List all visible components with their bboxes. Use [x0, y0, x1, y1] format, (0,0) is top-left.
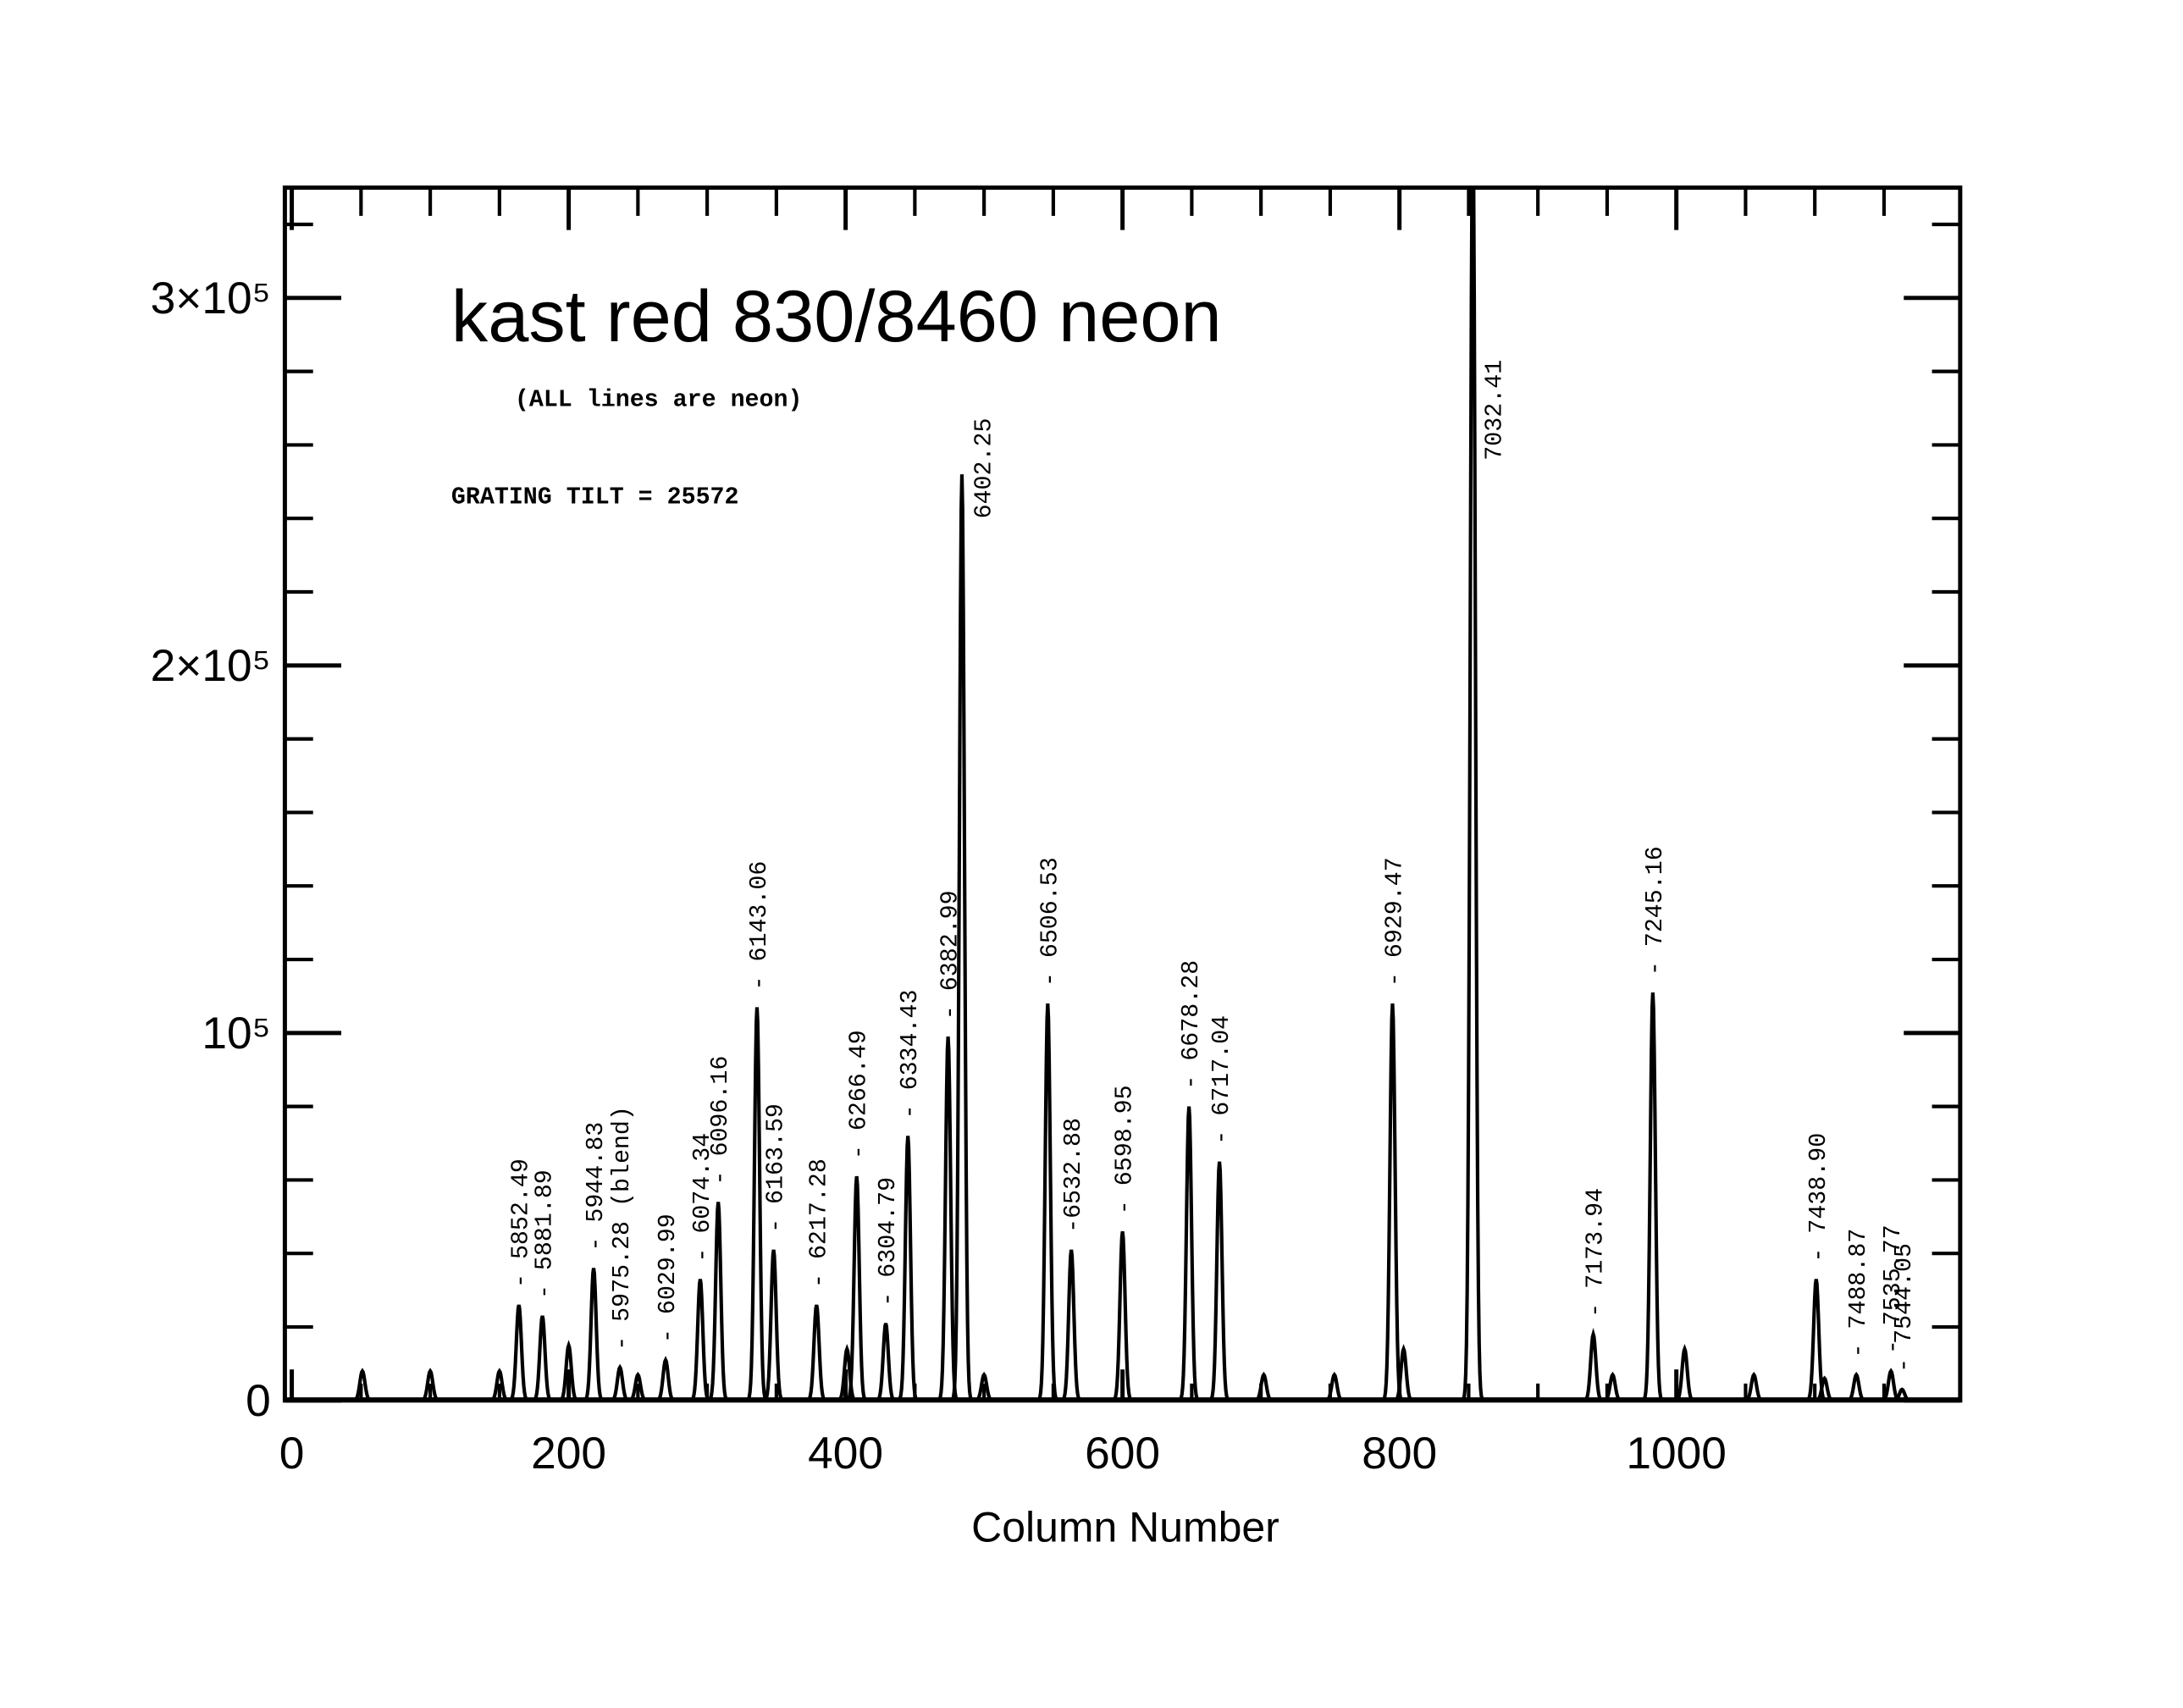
peak	[1460, 187, 1486, 1401]
peak-label: - 6266.49	[845, 1030, 873, 1159]
peak	[1251, 1371, 1277, 1401]
peak-label: - 7544.05	[1890, 1243, 1918, 1373]
peak-label: - 6029.99	[654, 1213, 682, 1343]
peak-label: - 5975.28 (blend)	[608, 1106, 636, 1351]
peak-label: -6532.88	[1059, 1118, 1087, 1233]
x-tick-label: 800	[1362, 1429, 1437, 1479]
peak-label: - 5852.49	[507, 1158, 535, 1288]
peak	[417, 1368, 444, 1401]
peak-label: - 6678.28	[1177, 960, 1205, 1090]
peak	[948, 474, 975, 1401]
peak-label: - 7438.90	[1804, 1133, 1832, 1263]
x-tick-label: 1000	[1626, 1429, 1727, 1479]
peak	[625, 1371, 651, 1401]
y-tick-label: 0	[246, 1376, 271, 1426]
peak-label: - 7535.77	[1879, 1224, 1907, 1354]
peak	[687, 1279, 713, 1401]
peak	[1843, 1371, 1870, 1401]
peak	[935, 1036, 961, 1401]
peak	[804, 1304, 830, 1401]
peak	[506, 1304, 532, 1401]
peak	[1379, 1003, 1406, 1401]
x-axis-label: Column Number	[971, 1503, 1279, 1550]
peak	[653, 1356, 679, 1401]
peak-label: - 6163.59	[762, 1103, 790, 1233]
peak	[1672, 1343, 1698, 1401]
peak-label: - 6074.34	[688, 1133, 716, 1263]
peak-label: - 6382.99	[937, 890, 964, 1020]
x-tick-label: 400	[808, 1429, 883, 1479]
peak	[1803, 1279, 1829, 1401]
peak-label: - 7245.16	[1641, 846, 1669, 976]
peak-label: - 7488.87	[1844, 1229, 1872, 1358]
peak	[1639, 992, 1666, 1401]
spectrum	[285, 187, 1960, 1401]
peak	[1600, 1371, 1626, 1401]
y-tick-label: 3×10⁵	[151, 274, 271, 323]
x-tick-label: 200	[531, 1429, 606, 1479]
peak	[349, 1368, 375, 1401]
chart-title: kast red 830/8460 neon	[451, 276, 1222, 357]
peak-label: - 5881.89	[531, 1169, 559, 1299]
peak	[760, 1249, 787, 1401]
x-tick-label: 0	[279, 1429, 305, 1479]
peak-label: 7032.41	[1481, 360, 1509, 461]
peak-label: - 6929.47	[1380, 857, 1408, 987]
peak	[1741, 1371, 1767, 1401]
peak-label: - 6598.95	[1111, 1085, 1139, 1214]
peak-label: - 5944.83	[582, 1122, 610, 1252]
peak	[1176, 1106, 1202, 1401]
peak	[1889, 1387, 1915, 1401]
peak	[1207, 1161, 1233, 1401]
y-tick-label: 10⁵	[202, 1009, 270, 1059]
x-tick-label: 600	[1085, 1429, 1160, 1479]
peak-label: - 6506.53	[1036, 857, 1064, 987]
peak-label: - 6096.16	[706, 1056, 734, 1186]
peak-label: - 6217.28	[804, 1158, 832, 1288]
y-tick-label: 2×10⁵	[151, 641, 271, 691]
peak	[971, 1371, 998, 1401]
peak	[873, 1323, 899, 1401]
peak-label: - 6143.06	[745, 861, 773, 991]
peak	[1878, 1368, 1904, 1401]
peak-label: 6402.25	[970, 418, 998, 519]
peak	[834, 1343, 860, 1401]
note: (ALL lines are neon)	[515, 386, 803, 414]
peak-label: - 6717.04	[1208, 1015, 1235, 1145]
peak	[1580, 1328, 1606, 1401]
peak-label: - 6304.79	[874, 1177, 902, 1307]
peak	[1035, 1003, 1061, 1401]
peak	[895, 1136, 921, 1401]
peak	[1811, 1375, 1838, 1401]
note: GRATING TILT = 25572	[451, 484, 739, 511]
peak	[607, 1363, 633, 1401]
peak	[1390, 1343, 1417, 1401]
peak	[843, 1175, 870, 1401]
peak	[705, 1202, 732, 1401]
peak	[529, 1315, 555, 1401]
peak	[1058, 1249, 1085, 1401]
peak	[555, 1340, 582, 1401]
peak	[1321, 1371, 1347, 1401]
peak-label: - 7173.94	[1582, 1188, 1610, 1318]
peak	[1109, 1230, 1136, 1401]
peak-label: - 6334.43	[896, 990, 924, 1119]
peak	[581, 1268, 607, 1401]
